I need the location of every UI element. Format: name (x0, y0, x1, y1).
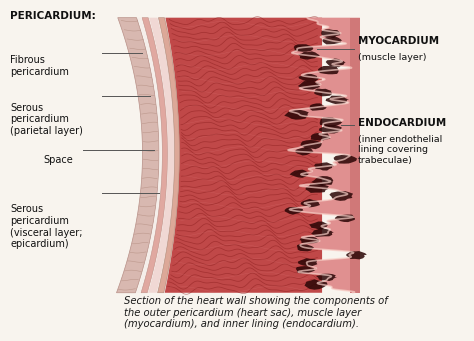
Text: (muscle layer): (muscle layer) (357, 53, 426, 62)
Text: ENDOCARDIUM: ENDOCARDIUM (357, 118, 446, 128)
Polygon shape (316, 274, 337, 281)
Polygon shape (294, 44, 314, 52)
Text: Section of the heart wall showing the components of
the outer pericardium (heart: Section of the heart wall showing the co… (124, 296, 387, 329)
Text: PERICARDIUM:: PERICARDIUM: (10, 11, 96, 21)
Polygon shape (311, 176, 333, 186)
Polygon shape (298, 80, 320, 90)
Polygon shape (157, 18, 179, 293)
Text: (inner endothelial
lining covering
trabeculae): (inner endothelial lining covering trabe… (357, 135, 442, 165)
Polygon shape (306, 183, 329, 193)
Polygon shape (319, 117, 342, 127)
Polygon shape (350, 18, 360, 293)
Polygon shape (319, 125, 342, 134)
Text: Space: Space (43, 155, 73, 165)
Polygon shape (299, 74, 319, 82)
Text: MYOCARDIUM: MYOCARDIUM (357, 36, 438, 46)
Polygon shape (314, 89, 332, 97)
Polygon shape (297, 244, 314, 251)
Polygon shape (117, 18, 159, 293)
Text: Fibrous
pericardium: Fibrous pericardium (10, 55, 69, 77)
Polygon shape (310, 133, 330, 140)
Polygon shape (326, 58, 346, 67)
Polygon shape (296, 266, 316, 273)
Text: Serous
pericardium
(parietal layer): Serous pericardium (parietal layer) (10, 103, 83, 136)
Polygon shape (326, 95, 349, 104)
Polygon shape (329, 191, 353, 201)
Polygon shape (284, 110, 309, 120)
Polygon shape (295, 148, 314, 155)
Polygon shape (309, 222, 328, 229)
Polygon shape (304, 279, 328, 290)
Polygon shape (334, 154, 357, 164)
Polygon shape (301, 140, 322, 149)
Polygon shape (311, 228, 334, 237)
Polygon shape (335, 214, 355, 222)
Polygon shape (346, 251, 367, 260)
Polygon shape (137, 18, 162, 293)
Polygon shape (298, 258, 318, 267)
Polygon shape (298, 51, 320, 60)
Polygon shape (322, 36, 342, 44)
Polygon shape (321, 29, 341, 38)
Polygon shape (310, 103, 327, 111)
Polygon shape (164, 18, 322, 293)
Text: Serous
pericardium
(visceral layer;
epicardium): Serous pericardium (visceral layer; epic… (10, 205, 82, 249)
Polygon shape (290, 169, 309, 178)
Polygon shape (300, 237, 319, 243)
Polygon shape (301, 199, 320, 207)
Polygon shape (141, 18, 167, 293)
Polygon shape (288, 18, 360, 293)
Polygon shape (318, 66, 339, 74)
Polygon shape (148, 18, 174, 293)
Polygon shape (314, 162, 334, 170)
Polygon shape (285, 207, 303, 214)
